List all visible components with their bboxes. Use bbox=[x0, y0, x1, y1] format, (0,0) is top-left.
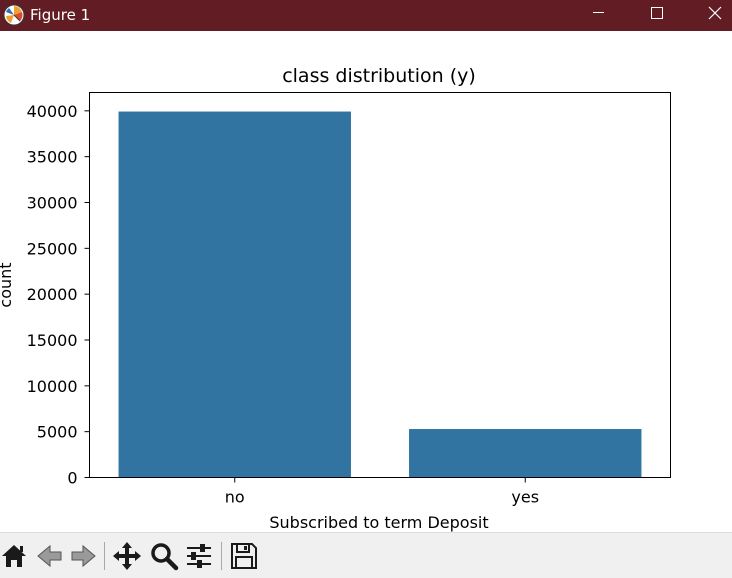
y-tick-label: 30000 bbox=[27, 194, 78, 213]
title-bar: Figure 1 bbox=[0, 0, 732, 31]
navigation-toolbar bbox=[0, 532, 732, 578]
back-button[interactable] bbox=[35, 541, 65, 571]
x-axis-label: Subscribed to term Deposit bbox=[269, 513, 488, 532]
save-button[interactable] bbox=[229, 541, 259, 571]
bar-chart: class distribution (y) 0 5000 10000 15000 20… bbox=[0, 65, 671, 532]
zoom-icon bbox=[151, 543, 179, 571]
x-tick-label: no bbox=[225, 488, 245, 507]
y-tick-label: 0 bbox=[67, 469, 77, 488]
y-tick-label: 25000 bbox=[27, 239, 78, 258]
home-icon bbox=[2, 545, 26, 567]
toolbar-separator bbox=[221, 542, 222, 570]
bar-no bbox=[118, 111, 351, 478]
bar-yes bbox=[409, 429, 642, 478]
configure-subplots-icon bbox=[187, 544, 211, 568]
minimize-button[interactable] bbox=[575, 0, 621, 31]
matplotlib-icon bbox=[3, 4, 25, 26]
home-button[interactable] bbox=[0, 541, 30, 571]
forward-arrow-icon bbox=[71, 544, 96, 568]
chart-title: class distribution (y) bbox=[282, 65, 476, 87]
x-tick-label: yes bbox=[511, 488, 539, 507]
y-axis-label: count bbox=[0, 262, 15, 307]
zoom-button[interactable] bbox=[149, 541, 179, 571]
configure-subplots-button[interactable] bbox=[184, 541, 214, 571]
forward-button[interactable] bbox=[68, 541, 98, 571]
pan-button[interactable] bbox=[112, 541, 142, 571]
y-tick-label: 40000 bbox=[27, 102, 78, 121]
y-tick-label: 20000 bbox=[27, 285, 78, 304]
y-tick-label: 5000 bbox=[37, 423, 78, 442]
maximize-icon bbox=[651, 7, 663, 19]
window-title: Figure 1 bbox=[30, 6, 91, 24]
toolbar-separator bbox=[104, 542, 105, 570]
figure-canvas: class distribution (y) 0 5000 10000 15000 20… bbox=[0, 31, 732, 532]
y-tick-label: 35000 bbox=[27, 148, 78, 167]
pan-icon bbox=[113, 542, 141, 570]
y-tick-label: 10000 bbox=[27, 377, 78, 396]
close-button[interactable] bbox=[692, 0, 732, 31]
maximize-button[interactable] bbox=[633, 0, 679, 31]
minimize-icon bbox=[593, 12, 604, 13]
close-icon bbox=[708, 6, 722, 20]
plot-frame bbox=[89, 92, 671, 478]
y-tick-label: 15000 bbox=[27, 331, 78, 350]
save-icon bbox=[231, 543, 257, 569]
back-arrow-icon bbox=[37, 544, 62, 568]
